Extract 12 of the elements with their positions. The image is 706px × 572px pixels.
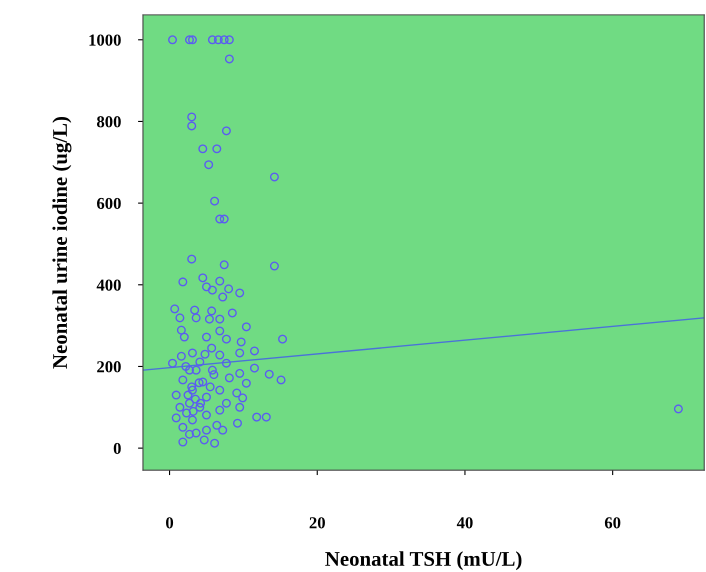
y-tick-label: 0 <box>114 442 121 454</box>
x-tick-label: 20 <box>310 517 325 528</box>
x-tick-label: 60 <box>604 517 620 528</box>
x-tick-label: 40 <box>456 517 473 528</box>
y-tick-label: 800 <box>96 116 121 128</box>
y-axis-title: Neonatal urine iodine (ug/L) <box>52 116 72 369</box>
x-axis-title: Neonatal TSH (mU/L) <box>325 551 522 570</box>
y-tick-label: 200 <box>97 361 121 372</box>
y-tick-label: 1000 <box>89 34 121 46</box>
y-tick-label: 600 <box>97 198 121 210</box>
y-tick-label: 400 <box>96 279 121 291</box>
x-tick-label: 0 <box>166 517 174 528</box>
